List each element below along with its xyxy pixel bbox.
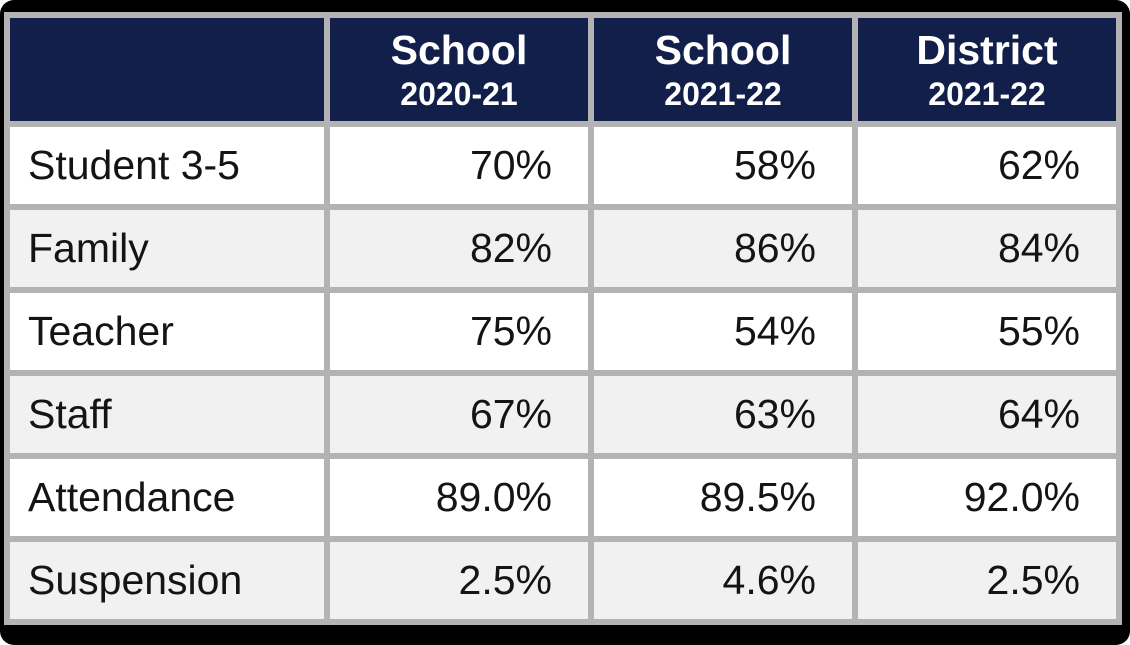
- cell-value: 92.0%: [858, 459, 1116, 536]
- column-subtitle: 2020-21: [400, 75, 518, 112]
- row-label: Staff: [10, 376, 324, 453]
- row-label: Family: [10, 210, 324, 287]
- table-row: Attendance 89.0% 89.5% 92.0%: [10, 459, 1116, 536]
- cell-value: 86%: [594, 210, 852, 287]
- table-row: Staff 67% 63% 64%: [10, 376, 1116, 453]
- row-label: Student 3-5: [10, 127, 324, 204]
- cell-value: 64%: [858, 376, 1116, 453]
- column-subtitle: 2021-22: [664, 75, 782, 112]
- cell-value: 4.6%: [594, 542, 852, 619]
- table-row: Suspension 2.5% 4.6% 2.5%: [10, 542, 1116, 619]
- column-title: School: [654, 26, 792, 73]
- column-header: District 2021-22: [858, 18, 1116, 121]
- row-label: Attendance: [10, 459, 324, 536]
- table-row: Teacher 75% 54% 55%: [10, 293, 1116, 370]
- table-row: Student 3-5 70% 58% 62%: [10, 127, 1116, 204]
- cell-value: 75%: [330, 293, 588, 370]
- column-header: School 2021-22: [594, 18, 852, 121]
- cell-value: 89.5%: [594, 459, 852, 536]
- table-body: Student 3-5 70% 58% 62% Family 82% 86% 84% Teach…: [10, 127, 1116, 619]
- cell-value: 55%: [858, 293, 1116, 370]
- cell-value: 54%: [594, 293, 852, 370]
- row-label: Suspension: [10, 542, 324, 619]
- table-row: Family 82% 86% 84%: [10, 210, 1116, 287]
- header-row: School 2020-21 School 2021-22 District 2021-2…: [10, 18, 1116, 121]
- cell-value: 62%: [858, 127, 1116, 204]
- column-title: School: [390, 26, 528, 73]
- column-subtitle: 2021-22: [928, 75, 1046, 112]
- cell-value: 89.0%: [330, 459, 588, 536]
- column-title: District: [916, 26, 1058, 73]
- cell-value: 67%: [330, 376, 588, 453]
- cell-value: 84%: [858, 210, 1116, 287]
- table-header: School 2020-21 School 2021-22 District 2021-2…: [10, 18, 1116, 121]
- cell-value: 58%: [594, 127, 852, 204]
- column-header: School 2020-21: [330, 18, 588, 121]
- cell-value: 2.5%: [858, 542, 1116, 619]
- survey-results-table: School 2020-21 School 2021-22 District 2021-2…: [4, 12, 1122, 625]
- cell-value: 2.5%: [330, 542, 588, 619]
- cell-value: 63%: [594, 376, 852, 453]
- cell-value: 82%: [330, 210, 588, 287]
- corner-cell: [10, 18, 324, 121]
- cell-value: 70%: [330, 127, 588, 204]
- row-label: Teacher: [10, 293, 324, 370]
